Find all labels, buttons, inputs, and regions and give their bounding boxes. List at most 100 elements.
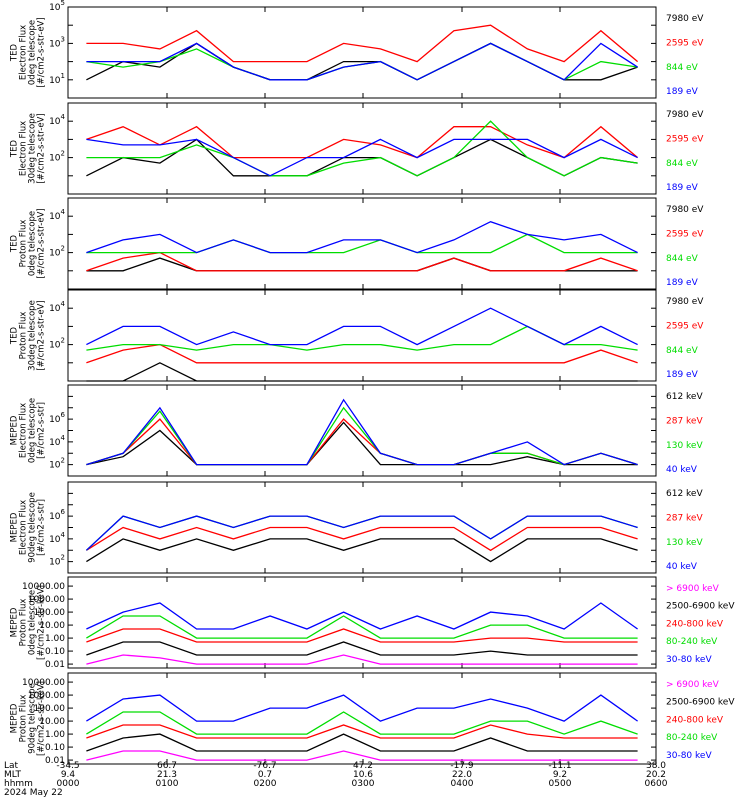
legend-entry: 40 keV xyxy=(666,562,698,572)
series-line xyxy=(86,24,639,63)
x-tick-label: 66.7 xyxy=(157,761,177,771)
y-tick-label: 0.01 xyxy=(45,660,65,670)
y-tick-label: 104 xyxy=(49,434,65,448)
series-line xyxy=(86,362,638,382)
x-tick-label: -17.9 xyxy=(450,761,474,771)
y-axis-label: [#/cm2-s-str-eV] xyxy=(37,208,47,278)
y-tick-label: 100.00 xyxy=(34,704,66,714)
y-axis-label: [#/cm2-s-str-eV] xyxy=(37,113,47,183)
series-line xyxy=(86,220,638,254)
y-tick-label: 1000.00 xyxy=(28,691,65,701)
series-line xyxy=(86,641,638,656)
series-line xyxy=(86,138,638,177)
y-axis-label: MEPED xyxy=(10,703,20,733)
legend-entry: 80-240 keV xyxy=(666,637,718,647)
y-tick-label: 102 xyxy=(49,337,65,351)
series-line xyxy=(86,421,638,466)
legend-entry: 189 eV xyxy=(666,370,699,380)
y-axis-label: MEPED xyxy=(10,607,20,637)
legend-entry: 2595 eV xyxy=(666,321,704,331)
legend-entry: 2595 eV xyxy=(666,134,704,144)
legend-entry: > 6900 keV xyxy=(666,584,720,594)
series-line xyxy=(86,694,638,722)
legend-entry: 30-80 keV xyxy=(666,655,712,665)
legend-entry: 287 keV xyxy=(666,416,703,426)
series-line xyxy=(86,615,638,639)
series-line xyxy=(86,711,638,735)
series-line xyxy=(86,733,638,752)
y-axis-label: Electron Flux xyxy=(19,403,29,458)
series-line xyxy=(85,515,638,551)
series-line xyxy=(86,307,638,346)
legend-entry: 130 keV xyxy=(666,441,703,451)
legend-entry: 7980 eV xyxy=(666,297,704,307)
y-tick-label: 100.00 xyxy=(34,608,66,618)
y-axis-label: 0deg telescope xyxy=(28,211,38,276)
legend-entry: 844 eV xyxy=(666,159,699,169)
x-tick-label: 0200 xyxy=(254,779,277,789)
series-line xyxy=(86,724,638,739)
series-line xyxy=(86,398,638,466)
y-axis-label: [#/cm2-s-str-keV] xyxy=(37,585,47,660)
x-tick-label: 9.4 xyxy=(61,770,76,780)
y-tick-label: 1.00 xyxy=(45,730,65,740)
legend-entry: 2500-6900 keV xyxy=(666,698,735,708)
series-line xyxy=(86,526,638,552)
series-line xyxy=(86,406,638,466)
y-tick-label: 101 xyxy=(49,72,65,86)
legend-entry: 2595 eV xyxy=(666,38,704,48)
panel-frame xyxy=(67,289,657,382)
date-label: 2024 May 22 xyxy=(4,788,63,798)
legend-entry: 80-240 keV xyxy=(666,733,718,743)
series-line xyxy=(86,602,638,630)
legend-entry: 844 eV xyxy=(666,63,699,73)
x-tick-label: 20.2 xyxy=(646,770,666,780)
legend-entry: 7980 eV xyxy=(666,205,704,215)
legend-entry: 7980 eV xyxy=(666,110,704,120)
panel-frame xyxy=(67,102,657,195)
legend-entry: 189 eV xyxy=(666,87,699,97)
panel-frame xyxy=(67,197,657,290)
series-line xyxy=(86,42,638,81)
series-line xyxy=(86,233,638,254)
x-row-label: MLT xyxy=(4,770,22,780)
legend-entry: 612 keV xyxy=(666,392,703,402)
x-tick-label: 0400 xyxy=(451,779,474,789)
y-tick-label: 103 xyxy=(49,35,65,49)
y-axis-label: 0deg telescope xyxy=(28,590,38,655)
legend-entry: 7980 eV xyxy=(666,14,704,24)
x-tick-label: 9.2 xyxy=(553,770,567,780)
legend-entry: 189 eV xyxy=(666,183,699,193)
y-tick-label: 102 xyxy=(49,554,65,568)
y-axis-label: TED xyxy=(10,43,20,62)
y-axis-label: [#/cm2-s-str-eV] xyxy=(37,17,47,87)
y-axis-label: 90deg telescope xyxy=(28,683,38,754)
x-tick-label: 0.7 xyxy=(258,770,272,780)
y-axis-label: 0deg telescope xyxy=(28,20,38,85)
y-tick-label: 106 xyxy=(49,508,65,522)
y-tick-label: 104 xyxy=(49,208,65,222)
y-axis-label: Electron Flux xyxy=(19,25,29,80)
x-tick-label: 38.0 xyxy=(646,761,666,771)
series-line xyxy=(86,138,638,177)
legend-entry: 30-80 keV xyxy=(666,751,712,761)
y-tick-label: 105 xyxy=(49,0,65,13)
y-tick-label: 10.00 xyxy=(39,621,65,631)
y-tick-label: 102 xyxy=(49,457,65,471)
x-tick-label: 0000 xyxy=(57,779,80,789)
legend-entry: 2595 eV xyxy=(666,229,704,239)
panel-frame xyxy=(67,576,657,669)
y-axis-label: Proton Flux xyxy=(19,599,29,647)
y-tick-label: 1000.00 xyxy=(28,595,65,605)
y-tick-label: 10000.00 xyxy=(22,582,65,592)
x-tick-label: 10.6 xyxy=(353,770,373,780)
legend-entry: 844 eV xyxy=(666,254,699,264)
y-tick-label: 102 xyxy=(49,245,65,259)
legend-entry: 189 eV xyxy=(666,278,699,288)
y-axis-label: 30deg telescope xyxy=(28,300,38,371)
series-line xyxy=(86,325,638,351)
x-tick-label: 47.2 xyxy=(353,761,373,771)
legend-entry: 287 keV xyxy=(666,513,703,523)
panel-frame xyxy=(67,672,657,765)
